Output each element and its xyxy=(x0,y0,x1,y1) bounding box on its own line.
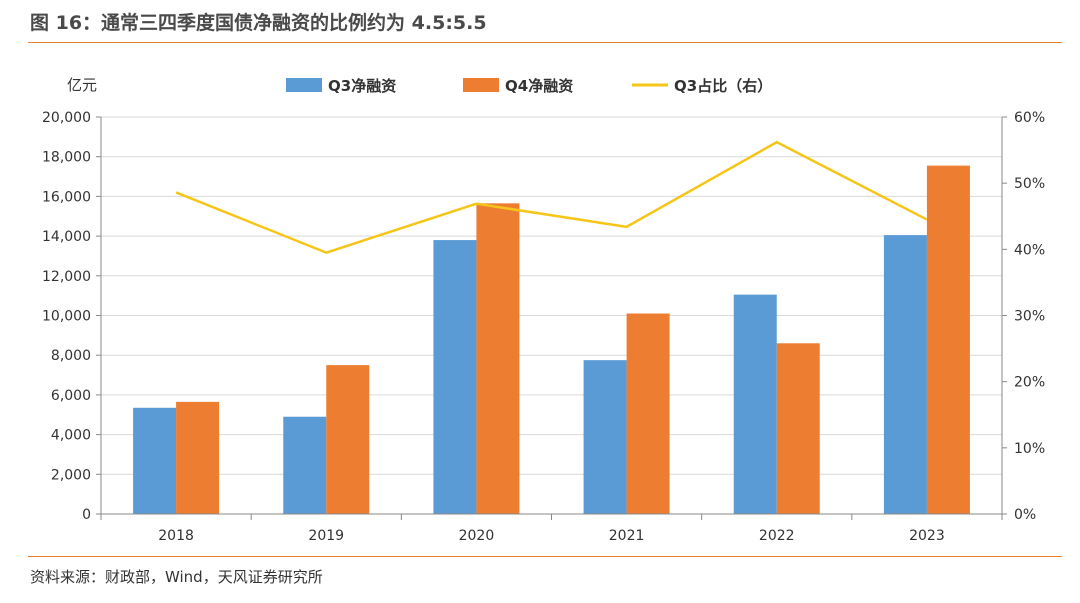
bar-q3-2021 xyxy=(583,360,627,514)
legend-swatch-1 xyxy=(286,78,322,92)
bar-q3-2022 xyxy=(733,294,777,514)
x-tick-label: 2019 xyxy=(308,528,344,544)
right-tick-label: 30% xyxy=(1014,309,1045,325)
left-axis-unit: 亿元 xyxy=(67,76,97,94)
bar-q4-2018 xyxy=(176,401,220,514)
left-tick-label: 12,000 xyxy=(42,269,91,285)
right-tick-label: 10% xyxy=(1014,441,1045,457)
legend-swatch-2 xyxy=(463,78,499,92)
right-tick-label: 50% xyxy=(1014,176,1045,192)
legend-label-1: Q3净融资 xyxy=(328,77,396,95)
right-tick-label: 20% xyxy=(1014,375,1045,391)
left-tick-label: 14,000 xyxy=(42,229,91,245)
left-tick-label: 4,000 xyxy=(51,428,91,444)
right-tick-label: 40% xyxy=(1014,242,1045,258)
left-tick-label: 6,000 xyxy=(51,388,91,404)
left-tick-label: 20,000 xyxy=(42,110,91,126)
bar-q4-2022 xyxy=(776,343,820,514)
left-tick-label: 10,000 xyxy=(42,309,91,325)
left-tick-label: 8,000 xyxy=(51,348,91,364)
line-q3-ratio xyxy=(175,140,928,254)
bar-q4-2023 xyxy=(926,165,970,514)
bar-q4-2020 xyxy=(476,203,520,514)
title-divider xyxy=(28,42,1062,43)
x-tick-label: 2018 xyxy=(158,528,194,544)
legend-label-3: Q3占比（右） xyxy=(674,77,772,95)
x-tick-label: 2023 xyxy=(909,528,945,544)
x-tick-label: 2022 xyxy=(759,528,795,544)
x-tick-label: 2021 xyxy=(609,528,645,544)
bar-q3-2019 xyxy=(283,416,327,514)
source-note: 资料来源：财政部，Wind，天风证券研究所 xyxy=(30,568,323,586)
footer-divider xyxy=(28,556,1062,557)
bar-q3-2018 xyxy=(133,407,177,514)
chart-title: 图 16：通常三四季度国债净融资的比例约为 4.5:5.5 xyxy=(30,12,487,34)
x-tick-label: 2020 xyxy=(459,528,495,544)
legend-label-2: Q4净融资 xyxy=(505,77,573,95)
right-tick-label: 60% xyxy=(1014,110,1045,126)
right-tick-label: 0% xyxy=(1014,507,1036,523)
left-tick-label: 2,000 xyxy=(51,467,91,483)
bar-q3-2020 xyxy=(433,240,477,514)
bar-q4-2019 xyxy=(326,365,370,514)
chart: 0 2,000 4,000 6,000 8,000 10,000 12,000 14,000 1… xyxy=(42,76,1045,544)
bar-q3-2023 xyxy=(883,235,927,515)
left-tick-label: 16,000 xyxy=(42,189,91,205)
bar-q4-2021 xyxy=(626,313,670,514)
left-tick-label: 18,000 xyxy=(42,150,91,166)
left-tick-label: 0 xyxy=(82,507,91,523)
